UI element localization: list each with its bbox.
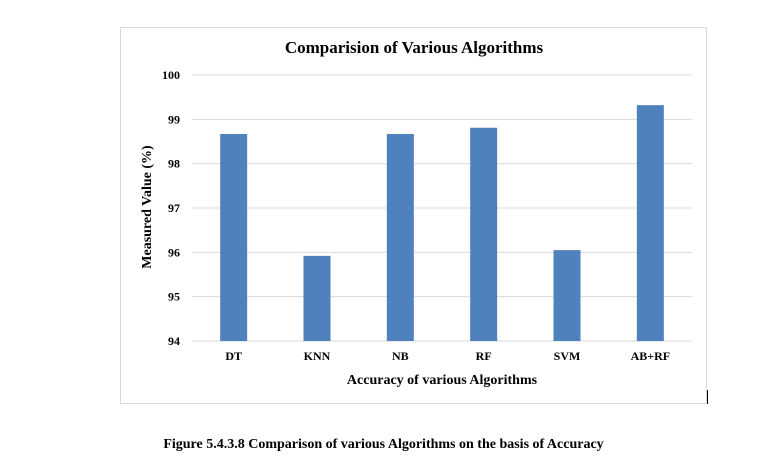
x-tick-label: SVM [554,349,581,363]
x-tick-label: RF [476,349,492,363]
y-tick-label: 100 [162,68,180,82]
bar-dt [220,133,248,341]
gridlines [192,74,692,342]
bar-rf [470,127,498,341]
edge-mark [707,390,708,404]
bar-knn [303,255,331,341]
x-axis-ticks: DT KNN NB RF SVM AB+RF [225,349,670,363]
y-axis-title: Measured Value (%) [140,145,155,269]
x-tick-label: AB+RF [631,349,671,363]
x-tick-label: KNN [304,349,331,363]
x-axis-title: Accuracy of various Algorithms [347,373,538,388]
bar-ab-rf [636,105,664,341]
y-tick-label: 99 [168,112,180,126]
y-axis-ticks: 94 95 96 97 98 99 100 [162,68,180,348]
x-tick-label: NB [392,349,409,363]
y-tick-label: 94 [168,334,180,348]
bars [220,105,664,341]
x-tick-label: DT [225,349,242,363]
chart-title: Comparision of Various Algorithms [285,38,544,57]
y-tick-label: 96 [168,245,180,259]
bar-svm [553,250,581,341]
y-tick-label: 97 [168,201,180,215]
y-tick-label: 98 [168,157,180,171]
figure-caption: Figure 5.4.3.8 Comparison of various Alg… [163,437,604,452]
bar-nb [386,133,414,341]
y-tick-label: 95 [168,290,180,304]
